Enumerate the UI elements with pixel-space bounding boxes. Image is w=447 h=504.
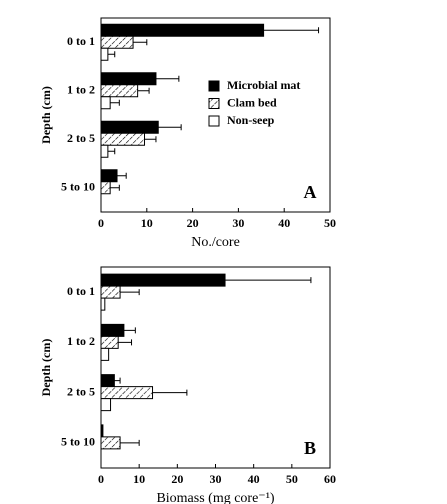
- x-tick-label: 20: [171, 472, 183, 486]
- error-bar: [120, 439, 140, 446]
- bar: [100, 273, 226, 287]
- x-tick-label: 30: [232, 216, 244, 230]
- bar: [100, 424, 104, 438]
- bar: [100, 120, 159, 134]
- x-tick-label: 40: [248, 472, 260, 486]
- error-bar: [110, 99, 120, 106]
- error-bar: [263, 27, 320, 34]
- bar: [100, 386, 154, 400]
- y-axis-label: Depth (cm): [39, 339, 53, 397]
- error-bar: [137, 87, 150, 94]
- bar: [100, 398, 112, 412]
- bar: [100, 169, 118, 183]
- x-tick-label: 20: [187, 216, 199, 230]
- bar: [100, 23, 265, 37]
- legend-label: Non-seep: [227, 113, 275, 127]
- bar: [100, 72, 157, 86]
- legend-swatch: [208, 80, 220, 92]
- x-tick-label: 60: [324, 472, 336, 486]
- plot-frame: [100, 17, 331, 213]
- y-tick-label: 5 to 10: [61, 180, 95, 194]
- x-tick-label: 30: [210, 472, 222, 486]
- error-bar: [107, 51, 116, 58]
- x-tick-label: 10: [141, 216, 153, 230]
- bar: [100, 35, 134, 49]
- y-axis-label: Depth (cm): [39, 86, 53, 144]
- bar: [100, 144, 109, 158]
- y-tick-label: 1 to 2: [67, 334, 95, 348]
- bar: [100, 181, 111, 195]
- error-bar: [114, 377, 121, 384]
- y-tick-label: 5 to 10: [61, 435, 95, 449]
- bar: [100, 374, 115, 388]
- x-tick-label: 0: [98, 472, 104, 486]
- legend-label: Clam bed: [227, 95, 277, 109]
- x-tick-label: 50: [286, 472, 298, 486]
- error-bar: [118, 339, 133, 346]
- y-tick-label: 2 to 5: [67, 131, 95, 145]
- error-bar: [152, 389, 188, 396]
- error-bar: [155, 75, 180, 82]
- error-bar: [133, 39, 148, 46]
- legend-swatch: [208, 98, 220, 109]
- y-tick-label: 1 to 2: [67, 83, 95, 97]
- x-tick-label: 50: [324, 216, 336, 230]
- error-bar: [110, 184, 120, 191]
- x-axis-label: No./core: [191, 235, 240, 250]
- bar: [100, 132, 146, 146]
- bar: [100, 297, 106, 311]
- x-tick-label: 40: [278, 216, 290, 230]
- bar: [100, 84, 139, 98]
- error-bar: [123, 327, 136, 334]
- bar: [100, 436, 121, 450]
- error-bar: [120, 289, 140, 296]
- error-bar: [117, 172, 127, 179]
- y-tick-label: 2 to 5: [67, 384, 95, 398]
- error-bar: [107, 148, 116, 155]
- bar: [100, 335, 119, 349]
- y-tick-label: 0 to 1: [67, 284, 95, 298]
- x-axis-label: Biomass (mg core⁻¹): [156, 491, 274, 504]
- legend-label: Microbial mat: [227, 78, 300, 92]
- legend-swatch: [208, 115, 220, 127]
- error-bar: [158, 124, 182, 131]
- y-tick-label: 0 to 1: [67, 34, 95, 48]
- error-bar: [144, 136, 157, 143]
- panel-label: A: [304, 182, 317, 202]
- bar: [100, 347, 110, 361]
- plot-frame: [100, 266, 331, 469]
- bar: [100, 47, 109, 61]
- bar: [100, 96, 111, 110]
- bar: [100, 323, 125, 337]
- panel-label: B: [304, 438, 316, 458]
- error-bar: [225, 277, 312, 284]
- bar: [100, 285, 121, 299]
- x-tick-label: 0: [98, 216, 104, 230]
- x-tick-label: 10: [133, 472, 145, 486]
